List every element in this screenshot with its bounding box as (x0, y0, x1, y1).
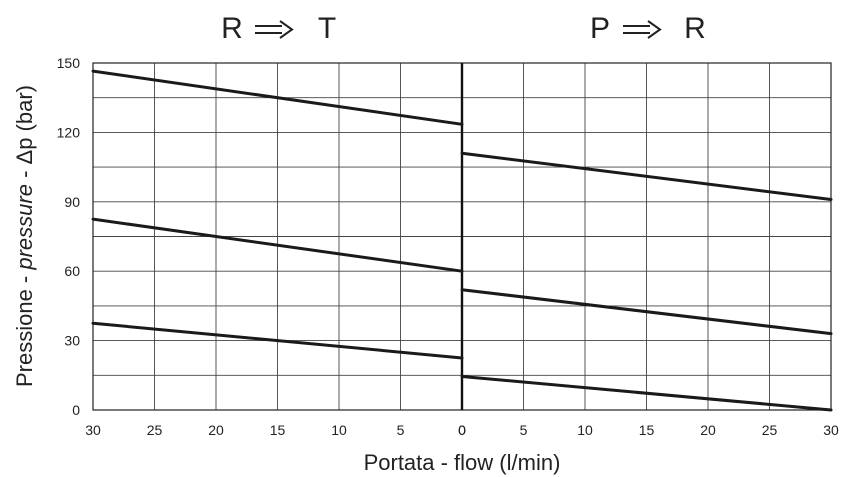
arrow-right-icon (255, 20, 294, 39)
x-tick-label: 25 (762, 422, 778, 438)
panel-title-left: R T (221, 12, 336, 45)
series-line (91, 321, 464, 360)
x-tick-label: 15 (270, 422, 286, 438)
y-tick-label: 30 (64, 333, 80, 349)
y-tick-label: 0 (72, 402, 80, 418)
x-tick-label: 15 (639, 422, 655, 438)
x-tick-label: 30 (85, 422, 101, 438)
x-tick-label: 0 (458, 422, 466, 438)
arrow-right-icon (623, 20, 662, 39)
series-line (91, 69, 464, 126)
x-tick-label: 10 (577, 422, 593, 438)
x-tick-label: 20 (700, 422, 716, 438)
x-tick-labels-left: 30 25 20 15 10 5 0 (85, 422, 466, 438)
x-tick-label: 5 (520, 422, 528, 438)
x-tick-label: 20 (208, 422, 224, 438)
series-line (460, 374, 833, 412)
panel-title-right: P R (590, 12, 706, 45)
series-line (460, 288, 833, 336)
panel-title-right-from: P (590, 12, 610, 45)
panel-title-left-from: R (221, 12, 243, 45)
x-tick-label: 30 (823, 422, 839, 438)
x-tick-labels-right: 0 5 10 15 20 25 30 (458, 422, 839, 438)
y-tick-label: 90 (64, 194, 80, 210)
series-line (460, 151, 833, 201)
y-axis-title: Pressione - pressure - Δp (bar) (12, 85, 37, 387)
x-axis-title: Portata - flow (l/min) (364, 450, 561, 475)
series-line (91, 217, 464, 273)
panel-title-right-to: R (684, 12, 706, 45)
x-tick-label: 10 (331, 422, 347, 438)
y-tick-label: 60 (64, 263, 80, 279)
x-tick-label: 25 (147, 422, 163, 438)
y-tick-labels: 0 30 60 90 120 150 (57, 55, 81, 418)
x-tick-label: 5 (397, 422, 405, 438)
panel-title-left-to: T (318, 12, 336, 45)
x-tick-label: 0 (458, 422, 466, 438)
y-tick-label: 150 (57, 55, 81, 71)
y-tick-label: 120 (57, 124, 81, 140)
data-series (91, 69, 833, 412)
